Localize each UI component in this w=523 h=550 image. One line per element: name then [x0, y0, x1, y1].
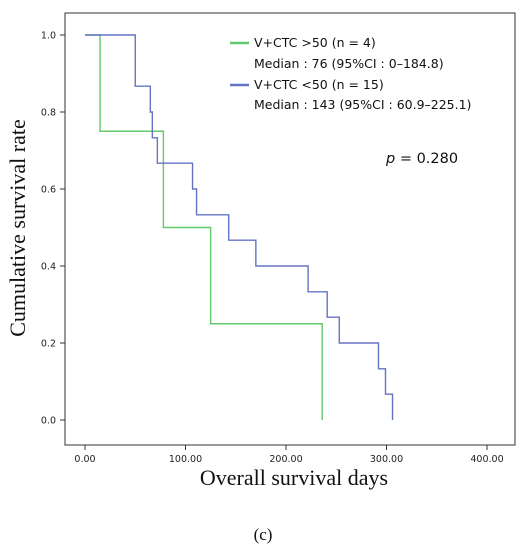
y-tick-label: 1.0: [41, 31, 56, 42]
p-value: = 0.280: [395, 151, 458, 167]
plot-area: 0.00 100.00 200.00 300.00 400.00 0.0 0.2 0.4 0.6…: [41, 12, 516, 465]
legend-median-1: Median : 76 (95%CI : 0–184.8): [254, 56, 444, 71]
legend-series-name-2: V+CTC <50 (n = 15): [254, 77, 384, 92]
x-tick-label: 0.00: [74, 454, 95, 465]
x-axis-title: Overall survival days: [200, 465, 388, 490]
p-symbol: p: [385, 151, 395, 167]
y-tick-label: 0.4: [41, 262, 56, 273]
legend-median-2: Median : 143 (95%CI : 60.9–225.1): [254, 97, 471, 112]
y-tick-label: 0.6: [41, 185, 56, 196]
y-tick-label: 0.0: [41, 416, 56, 427]
x-tick-label: 200.00: [269, 454, 302, 465]
legend: V+CTC >50 (n = 4) Median : 76 (95%CI : 0–…: [230, 35, 471, 112]
p-value-annotation: p = 0.280: [385, 151, 458, 167]
x-tick-label: 100.00: [169, 454, 202, 465]
plot-frame: [64, 12, 516, 446]
y-axis-title: Cumulative survival rate: [5, 119, 30, 337]
series-line-2: [85, 34, 394, 420]
y-tick-label: 0.2: [41, 339, 56, 350]
y-tick-label: 0.8: [41, 108, 56, 119]
series-line-1: [85, 34, 323, 420]
x-tick-label: 400.00: [470, 454, 503, 465]
panel-label: (c): [254, 525, 273, 544]
x-tick-label: 300.00: [370, 454, 403, 465]
legend-series-name-1: V+CTC >50 (n = 4): [254, 35, 376, 50]
